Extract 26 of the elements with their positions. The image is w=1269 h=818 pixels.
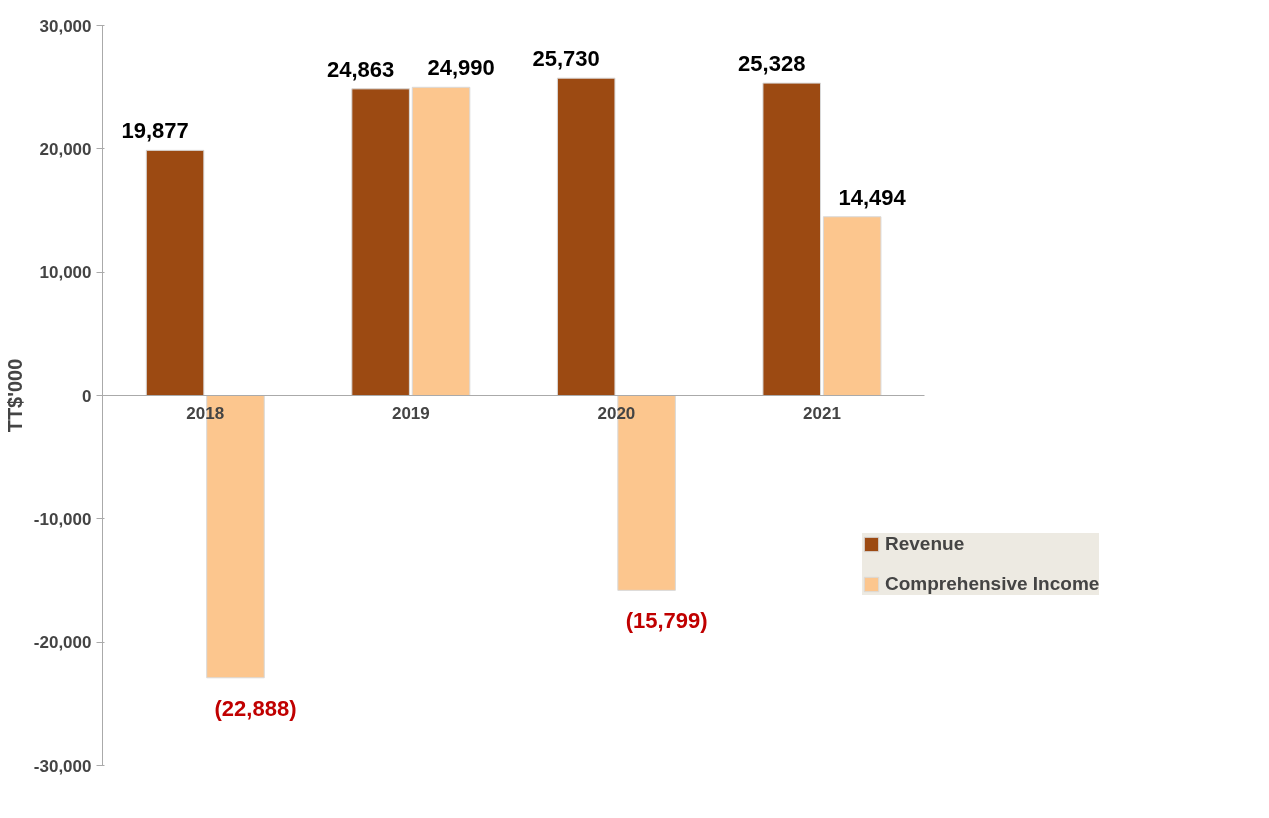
data-label: 24,990: [427, 55, 495, 81]
data-label: 19,877: [121, 118, 189, 144]
legend-label: Revenue: [885, 533, 965, 555]
bar: [556, 77, 616, 396]
data-label: (22,888): [214, 695, 297, 721]
data-label: 14,494: [838, 184, 907, 210]
data-label: (15,799): [625, 608, 708, 634]
data-label: 25,730: [532, 46, 600, 72]
bar: [762, 82, 822, 396]
y-tick-label: 10,000: [39, 263, 92, 283]
y-axis-title: TT$'000: [3, 358, 26, 433]
bar: [351, 88, 410, 396]
y-tick-label: -10,000: [33, 509, 92, 529]
y-tick-label: 0: [82, 386, 92, 406]
x-tick-label: 2019: [391, 403, 430, 423]
y-tick-label: -30,000: [33, 756, 92, 776]
y-tick-label: 20,000: [39, 139, 92, 159]
bar: [145, 149, 205, 396]
x-tick-label: 2021: [803, 403, 841, 423]
y-tick-label: -20,000: [33, 633, 92, 653]
bar: [411, 86, 471, 396]
legend-label: Comprehensive Income: [885, 573, 1100, 595]
data-label: 24,863: [326, 56, 395, 82]
bar: [822, 216, 882, 396]
data-label: 25,328: [738, 51, 806, 77]
y-tick-label: 30,000: [39, 16, 92, 36]
